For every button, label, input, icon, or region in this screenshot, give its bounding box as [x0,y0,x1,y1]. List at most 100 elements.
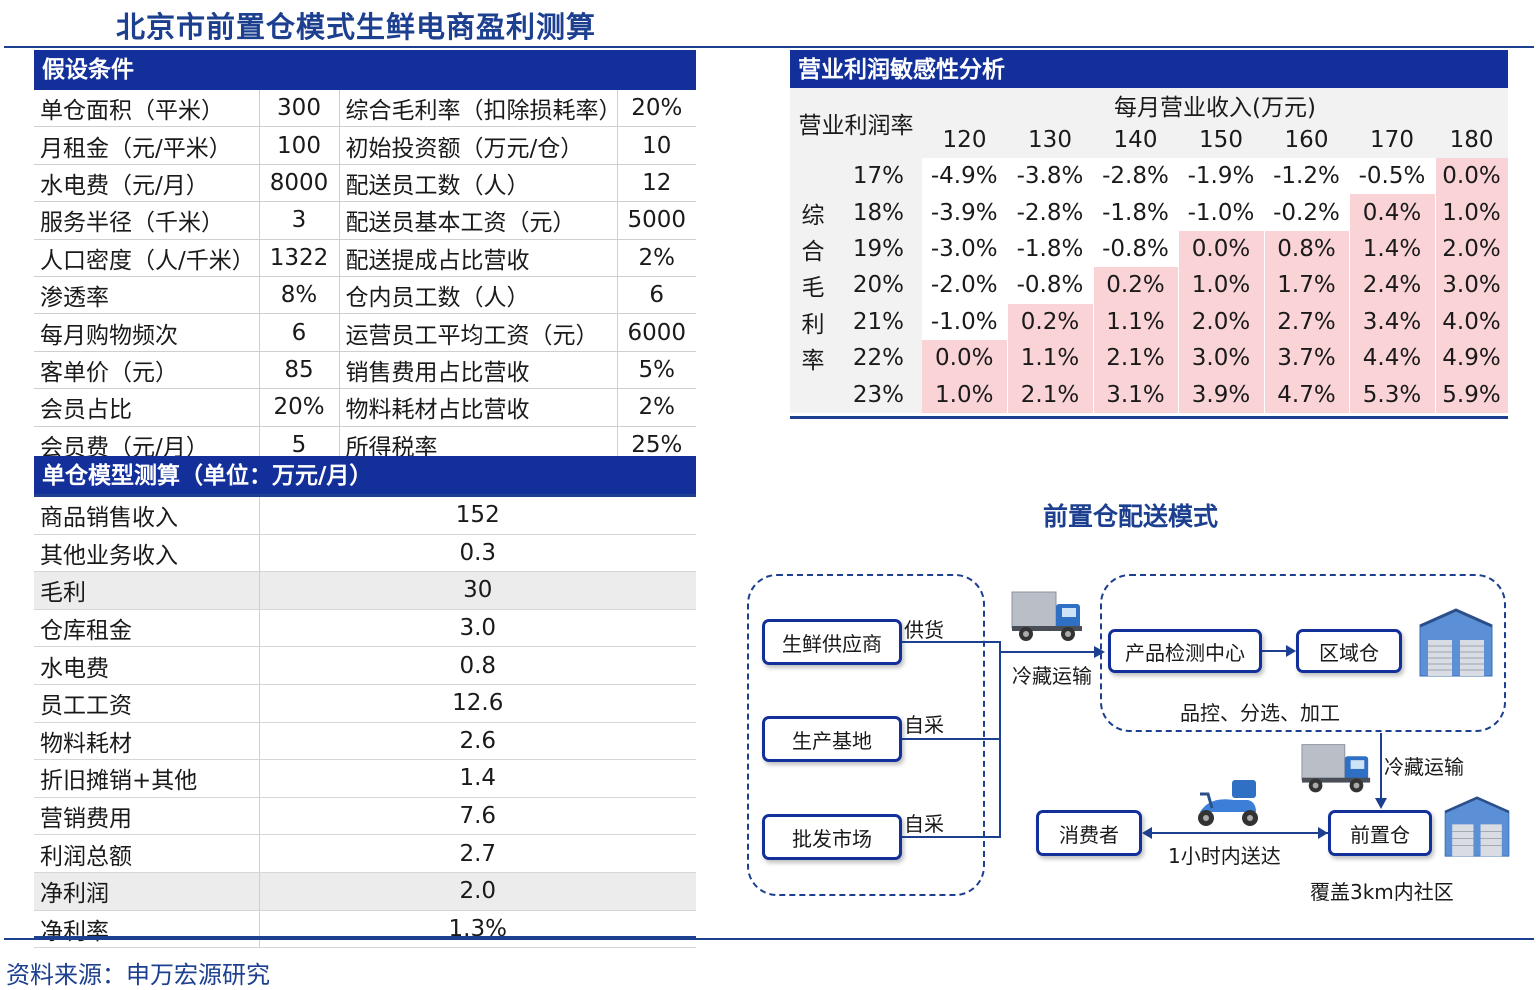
processing-label: 品控、分选、加工 [1180,701,1340,725]
assumption-label: 客单价（元） [34,351,260,390]
sensitivity-value: -2.8% [1007,194,1094,231]
margin-rate: 17% [836,158,922,195]
connector [902,738,1000,740]
sensitivity-value: -1.9% [1178,158,1265,195]
sensitivity-value: -2.0% [922,267,1008,304]
cold-transport-label-2: 冷藏运输 [1384,755,1464,779]
model-item: 仓库租金 [34,609,260,648]
assumption-value: 100 [259,126,340,165]
model-value: 7.6 [259,797,696,836]
margin-rate: 18% [836,194,922,231]
assumption-value: 5000 [617,201,696,240]
assumption-label: 初始投资额（万元/仓） [339,126,618,165]
model-item: 员工工资 [34,684,260,723]
margin-rate: 22% [836,339,922,377]
sensitivity-value: 0.0% [1178,230,1265,268]
connector [1150,832,1328,834]
assumption-value: 2% [617,388,696,427]
assumption-value: 6 [259,313,340,352]
sensitivity-row: 合 19% -3.0% -1.8% -0.8% 0.0% 0.8% 1.4% 2.0% [790,230,1509,268]
sensitivity-row: 23% 1.0% 2.1% 3.1% 3.9% 4.7% 5.3% 5.9% [790,376,1509,413]
sensitivity-value: 5.9% [1435,376,1509,413]
sensitivity-row: 率 22% 0.0% 1.1% 2.1% 3.0% 3.7% 4.4% 4.9% [790,339,1509,377]
row-group-label [790,158,836,195]
warehouse-icon [1419,608,1493,677]
sensitivity-value: 0.2% [1007,303,1094,340]
model-row: 营销费用 7.6 [34,797,696,836]
sensitivity-value: 1.7% [1264,267,1350,304]
assumption-value: 6 [617,276,696,315]
model-row: 净利润 2.0 [34,872,696,911]
model-item: 净利润 [34,872,260,911]
model-row: 仓库租金 3.0 [34,609,696,648]
truck-icon [1011,591,1082,641]
scooter-icon [1198,780,1258,826]
front-warehouse-node: 前置仓 [1328,810,1432,856]
assumption-label: 水电费（元/月） [34,164,260,203]
sensitivity-row: 综 18% -3.9% -2.8% -1.8% -1.0% -0.2% 0.4% 1.0% [790,194,1509,231]
sensitivity-value: -3.9% [922,194,1008,231]
margin-rate: 21% [836,303,922,340]
sensitivity-bottom-rule [790,416,1508,419]
assumption-value: 2% [617,239,696,277]
connector [1000,651,1096,653]
margin-rate: 20% [836,267,922,304]
sensitivity-value: 2.0% [1435,230,1509,268]
sensitivity-value: 3.1% [1093,376,1179,413]
sensitivity-row: 毛 20% -2.0% -0.8% 0.2% 1.0% 1.7% 2.4% 3.0% [790,267,1509,304]
margin-rate: 19% [836,230,922,268]
model-row: 水电费 0.8 [34,646,696,685]
assumption-row: 客单价（元） 85 销售费用占比营收 5% [34,351,696,390]
row-group-label: 率 [790,339,836,377]
supplier-node: 生鲜供应商 [762,619,902,665]
supply-label: 供货 [904,618,944,642]
margin-rate: 23% [836,376,922,413]
assumption-row: 会员占比 20% 物料耗材占比营收 2% [34,388,696,427]
assumption-value: 20% [259,388,340,427]
sensitivity-value: 3.7% [1264,339,1350,377]
revenue-header: 130 [1007,122,1093,158]
revenue-header: 150 [1178,122,1264,158]
model-value: 3.0 [259,609,696,648]
assumptions-table: 单仓面积（平米） 300 综合毛利率（扣除损耗率） 20% 月租金（元/平米） 100 初始… [34,90,696,464]
market-node: 批发市场 [762,814,902,860]
model-item: 毛利 [34,571,260,610]
assumption-label: 服务半径（千米） [34,201,260,240]
assumption-label: 每月购物频次 [34,313,260,352]
sensitivity-value: 4.4% [1349,339,1436,377]
row-group-label: 毛 [790,267,836,304]
model-value: 2.0 [259,872,696,911]
model-item: 水电费 [34,646,260,685]
sensitivity-value: 2.7% [1264,303,1350,340]
base-node: 生产基地 [762,716,902,762]
assumption-row: 单仓面积（平米） 300 综合毛利率（扣除损耗率） 20% [34,90,696,128]
assumption-value: 8000 [259,164,340,203]
consumer-node: 消费者 [1036,810,1142,856]
sensitivity-value: 2.1% [1093,339,1179,377]
regional-warehouse-node: 区域仓 [1296,629,1402,673]
sensitivity-value: -1.0% [1178,194,1265,231]
assumption-row: 每月购物频次 6 运营员工平均工资（元） 6000 [34,313,696,352]
assumptions-header: 假设条件 [34,50,696,90]
sensitivity-value: 2.4% [1349,267,1436,304]
assumption-value: 8% [259,276,340,315]
top-rule [4,46,1534,48]
connector [902,836,1000,838]
bottom-rule [4,938,1534,940]
model-row: 员工工资 12.6 [34,684,696,723]
model-item: 净利率 [34,910,260,949]
sensitivity-value: 1.1% [1093,303,1179,340]
corner-label: 营业利润率 [790,88,922,158]
sensitivity-value: 0.8% [1264,230,1350,268]
assumption-label: 月租金（元/平米） [34,126,260,165]
truck-icon [1301,744,1371,793]
sensitivity-value: 0.0% [1435,158,1509,195]
model-row: 毛利 30 [34,571,696,610]
model-item: 其他业务收入 [34,534,260,573]
connector [1262,650,1288,652]
sensitivity-value: 1.0% [1435,194,1509,231]
model-value: 30 [259,571,696,610]
assumption-label: 运营员工平均工资（元） [339,313,618,352]
sensitivity-value: 4.9% [1435,339,1509,377]
assumption-label: 会员占比 [34,388,260,427]
